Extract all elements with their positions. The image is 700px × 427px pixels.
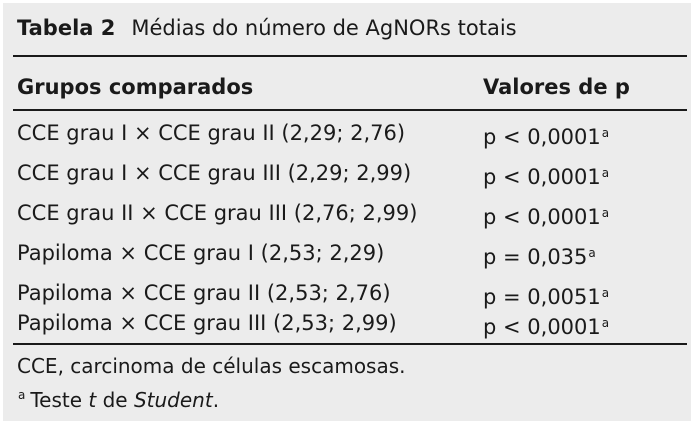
- footnote-mark: a: [601, 316, 610, 330]
- table-row: CCE grau I × CCE grau III (2,29; 2,99) p…: [3, 153, 691, 193]
- table-row: Papiloma × CCE grau II (2,53; 2,76) p = …: [3, 273, 691, 313]
- header-p-values: Valores de p: [483, 75, 630, 99]
- group-cell: Papiloma × CCE grau III (2,53; 2,99): [17, 311, 397, 335]
- group-cell: CCE grau II × CCE grau III (2,76; 2,99): [17, 201, 418, 225]
- footnote-mark: a: [601, 166, 610, 180]
- footnote-mark: a: [601, 206, 610, 220]
- p-value-cell: p = 0,035a: [483, 245, 596, 269]
- footnote-mark: a: [601, 286, 610, 300]
- group-cell: CCE grau I × CCE grau II (2,29; 2,76): [17, 121, 406, 145]
- top-rule: [13, 55, 687, 57]
- footnote-mark: a: [18, 388, 26, 402]
- table-label: Tabela 2: [17, 16, 116, 40]
- p-value-cell: p < 0,0001a: [483, 125, 610, 149]
- p-value-cell: p < 0,0001a: [483, 165, 610, 189]
- footnote: a Teste t de Student.: [18, 388, 220, 412]
- table-row: Papiloma × CCE grau III (2,53; 2,99) p <…: [3, 303, 691, 343]
- table-row: CCE grau I × CCE grau II (2,29; 2,76) p …: [3, 113, 691, 153]
- header-groups: Grupos comparados: [17, 75, 254, 99]
- p-value-cell: p = 0,0051a: [483, 285, 610, 309]
- footnote-mark: a: [588, 246, 596, 260]
- table-card: Tabela 2 Médias do número de AgNORs totai…: [3, 3, 691, 421]
- table-title: Médias do número de AgNORs totais: [131, 16, 517, 40]
- group-cell: CCE grau I × CCE grau III (2,29; 2,99): [17, 161, 412, 185]
- p-value-cell: p < 0,0001a: [483, 205, 610, 229]
- table-caption: Tabela 2 Médias do número de AgNORs totai…: [17, 13, 517, 43]
- bottom-rule: [13, 343, 687, 345]
- footnote-mark: a: [601, 126, 610, 140]
- table-row: Papiloma × CCE grau I (2,53; 2,29) p = 0…: [3, 233, 691, 273]
- group-cell: Papiloma × CCE grau II (2,53; 2,76): [17, 281, 391, 305]
- abbreviation-note: CCE, carcinoma de células escamosas.: [17, 354, 406, 378]
- header-rule: [13, 109, 687, 111]
- p-value-cell: p < 0,0001a: [483, 315, 610, 339]
- group-cell: Papiloma × CCE grau I (2,53; 2,29): [17, 241, 385, 265]
- table-row: CCE grau II × CCE grau III (2,76; 2,99) …: [3, 193, 691, 233]
